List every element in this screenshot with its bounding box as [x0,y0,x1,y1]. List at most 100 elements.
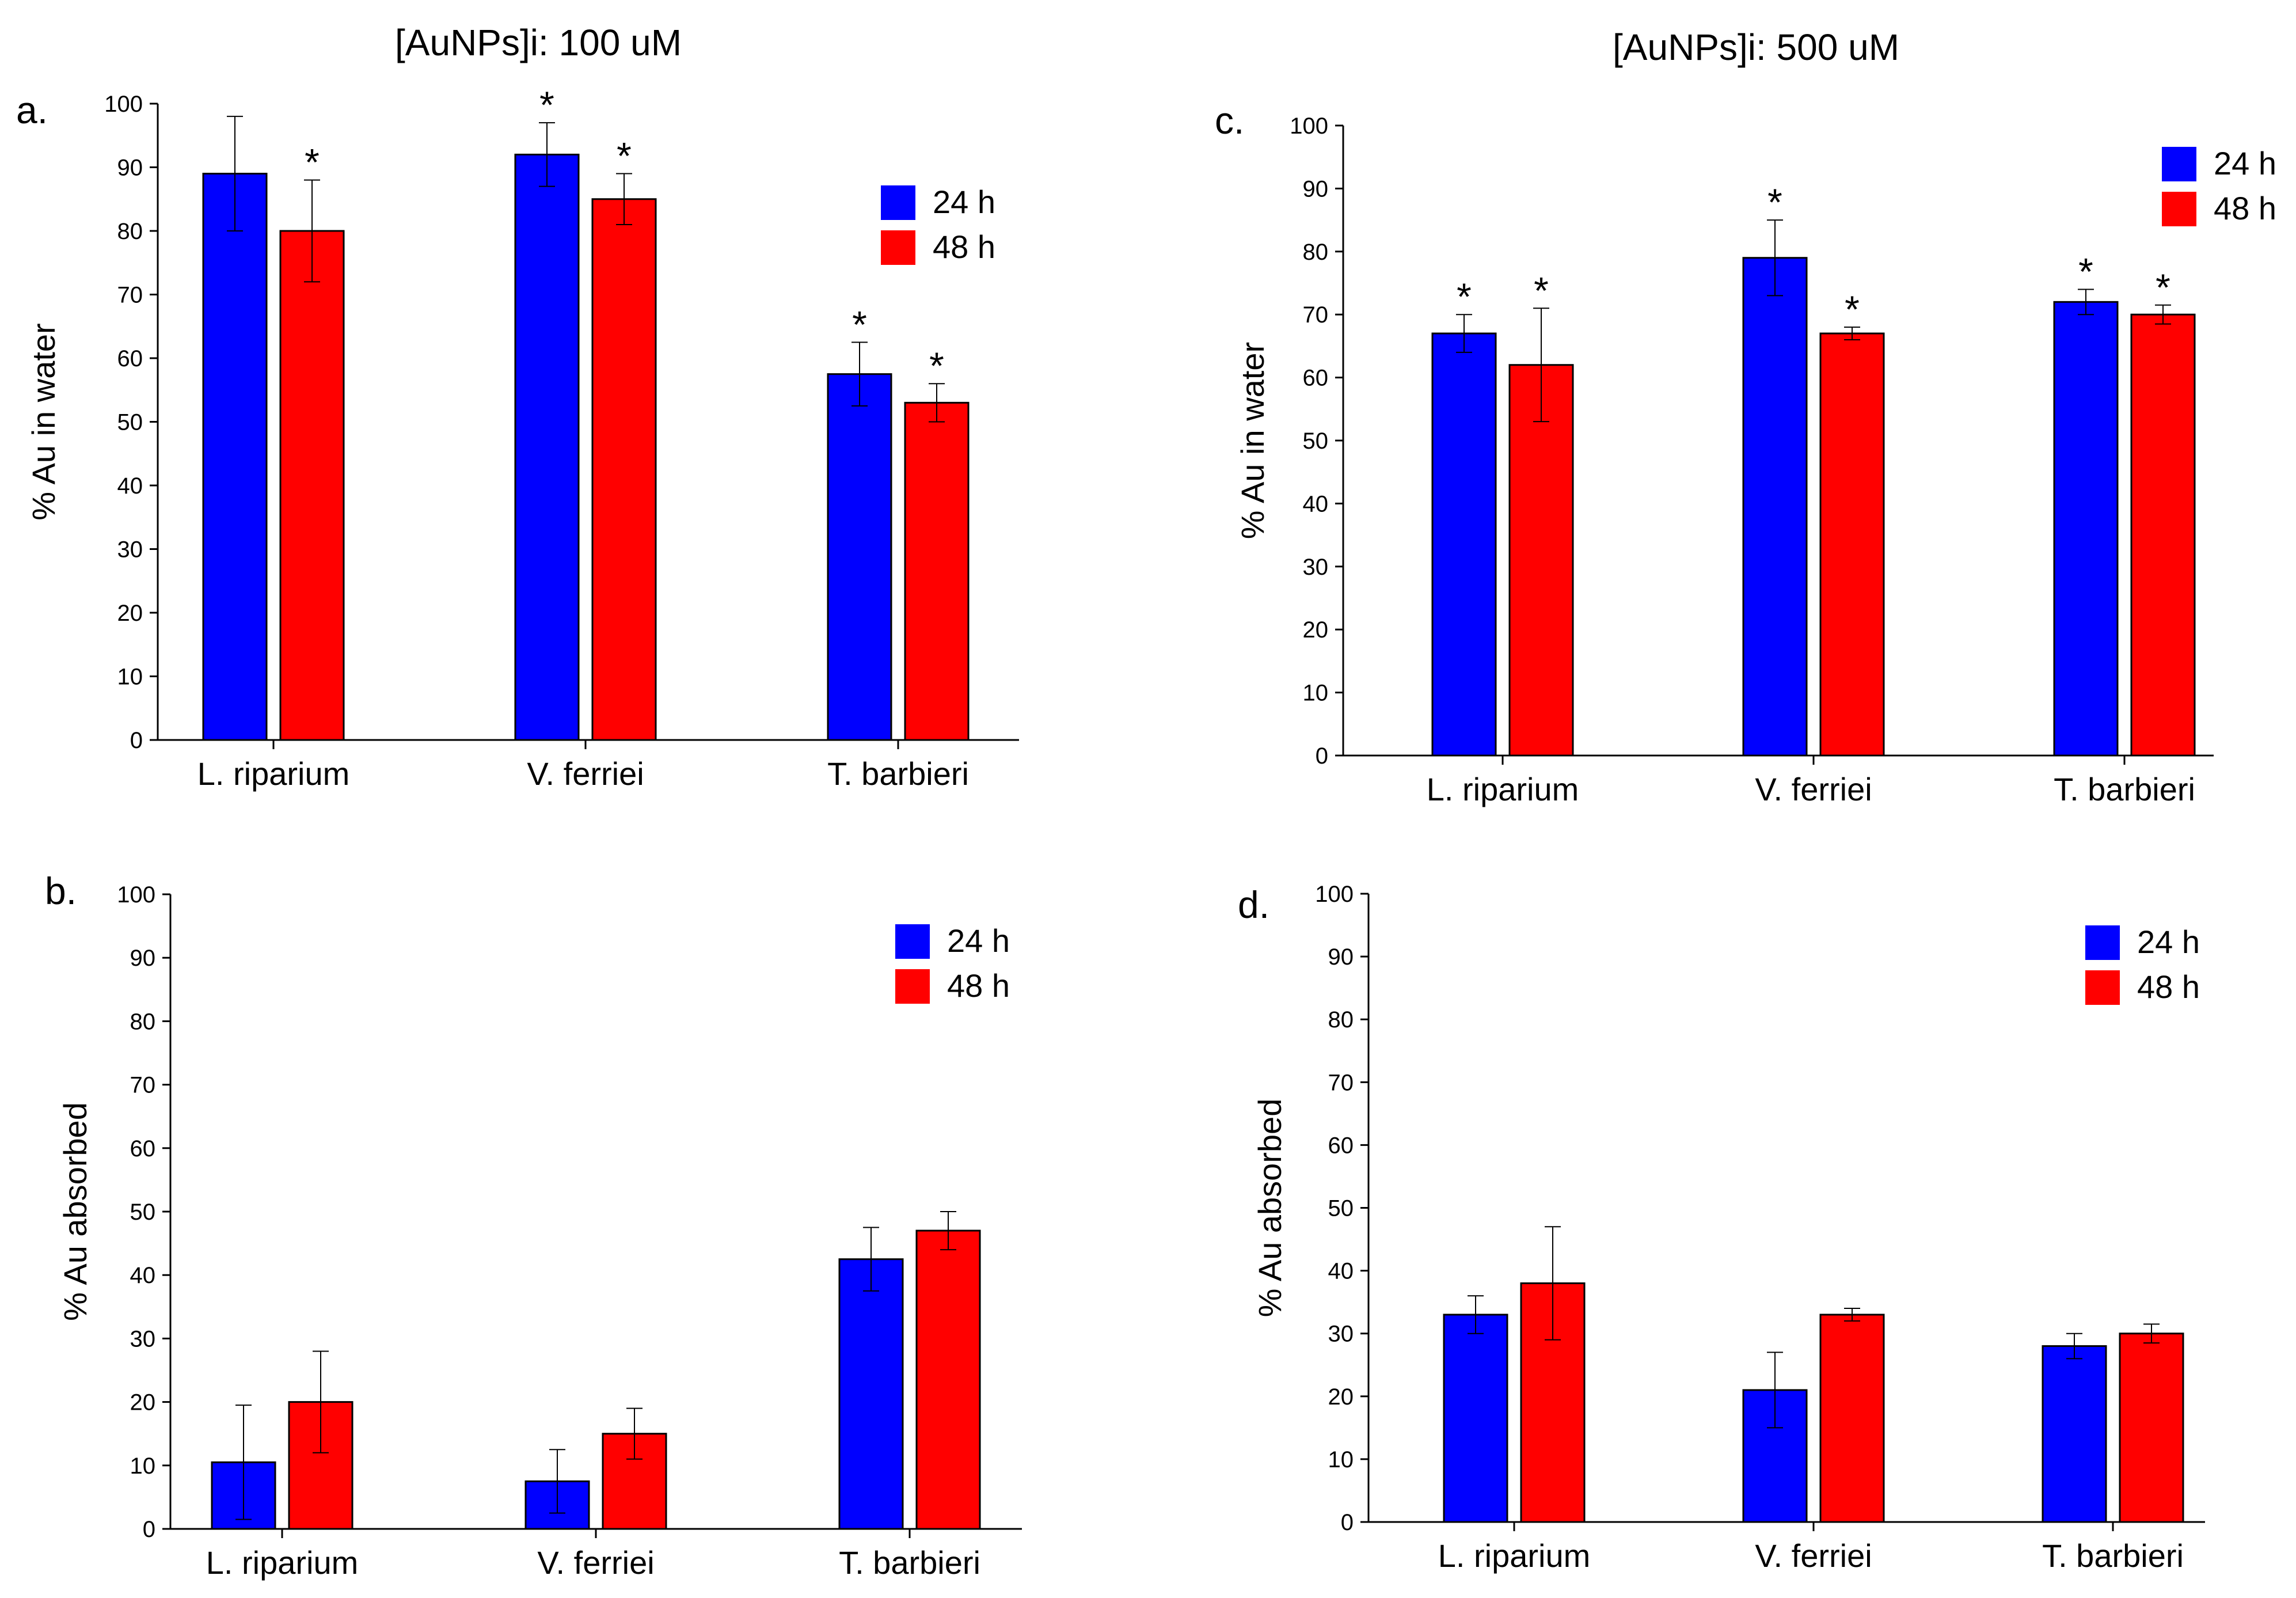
significance-star: * [1457,275,1472,318]
y-tick-label: 20 [130,1390,156,1415]
bar-24h [1742,257,1808,757]
y-tick-label: 90 [1303,176,1329,202]
y-tick-label: 10 [117,665,143,690]
x-category-label: T. barbieri [839,1544,980,1581]
y-tick-label: 100 [1315,882,1354,907]
legend-label: 48 h [2137,969,2200,1005]
x-category-label: L. riparium [1438,1538,1591,1574]
panel-letter: c. [1215,99,1244,142]
y-tick-label: 40 [1328,1259,1354,1284]
bar-24h [514,153,580,741]
y-tick-label: 90 [1328,944,1354,970]
chart-panel-a: a. % Au in water 0 10 20 30 40 50 60 70 80 90 100 L. … [16,83,1019,792]
y-tick-label: 30 [1328,1322,1354,1347]
legend-swatch-24h [2162,147,2196,181]
y-tick-label: 80 [1303,240,1329,265]
legend-label: 24 h [947,923,1010,959]
legend-swatch-24h [2085,925,2120,960]
legend-swatch-48h [2162,192,2196,226]
y-tick-label: 60 [1303,366,1329,391]
chart-panel-c: c. % Au in water 0 10 20 30 40 50 60 70 80 90 100 L. … [1215,99,2276,807]
bar-48h [1819,332,1885,757]
y-tick-label: 40 [1303,491,1329,517]
legend-label: 48 h [947,967,1010,1004]
chart-panel-d: d. % Au absorbed 0 10 20 30 40 50 60 70 80 90 100 L. … [1238,882,2205,1574]
y-tick-label: 50 [1328,1196,1354,1221]
y-axis-label: % Au absorbed [57,1102,93,1321]
y-axis-label: % Au absorbed [1252,1099,1288,1318]
y-tick-label: 70 [117,283,143,308]
column-title-500uM: [AuNPs]i: 500 uM [1613,26,1899,68]
y-tick-label: 100 [1290,113,1328,139]
bar-48h [915,1229,981,1530]
bar-48h [2130,313,2196,757]
significance-star: * [539,83,554,126]
significance-star: * [2156,266,2170,309]
y-tick-label: 100 [104,92,143,117]
significance-star: * [1534,269,1549,312]
significance-star: * [852,303,867,346]
significance-star: * [929,344,944,387]
legend-swatch-48h [2085,970,2120,1005]
significance-star: * [2078,250,2093,293]
x-category-label: L. riparium [206,1544,359,1581]
y-tick-label: 40 [130,1263,156,1288]
chart-panel-b: b. % Au absorbed 0 10 20 30 40 50 60 70 80 90 100 L. … [45,870,1022,1581]
y-tick-label: 30 [117,537,143,563]
bar-48h [2119,1333,2184,1523]
x-category-label: V. ferriei [527,756,644,792]
y-axis-label: % Au in water [25,323,62,520]
y-tick-label: 80 [1328,1007,1354,1033]
x-category-label: T. barbieri [2042,1538,2184,1574]
y-tick-label: 20 [1328,1384,1354,1410]
bar-48h [591,198,657,741]
y-tick-label: 0 [130,728,143,753]
y-tick-label: 40 [117,473,143,499]
legend-label: 24 h [2137,924,2200,960]
y-tick-label: 70 [130,1073,156,1098]
bar-48h [1508,364,1574,757]
panel-letter: b. [45,870,77,912]
bar-24h [2042,1345,2107,1523]
y-axis-label: % Au in water [1234,342,1271,539]
y-tick-label: 50 [130,1200,156,1225]
panel-letter: d. [1238,883,1269,926]
legend-label: 48 h [933,229,995,265]
x-category-label: V. ferriei [1755,771,1872,807]
legend-label: 48 h [2214,190,2276,226]
bar-24h [838,1258,904,1530]
legend-label: 24 h [2214,145,2276,181]
legend-swatch-48h [895,969,930,1004]
significance-star: * [1767,181,1782,223]
bar-48h [1819,1314,1885,1523]
legend-swatch-24h [881,185,915,220]
y-tick-label: 60 [117,346,143,371]
y-tick-label: 50 [117,410,143,435]
significance-star: * [1845,288,1860,331]
y-tick-label: 10 [1303,681,1329,706]
panels: a.% Au in water0102030405060708090100L. … [16,83,2276,1581]
legend-label: 24 h [933,184,995,220]
x-category-label: L. riparium [197,756,350,792]
y-tick-label: 20 [1303,617,1329,643]
y-tick-label: 90 [117,155,143,181]
y-tick-label: 30 [130,1326,156,1352]
y-tick-label: 20 [117,601,143,626]
legend-swatch-48h [881,230,915,265]
x-category-label: V. ferriei [1755,1538,1872,1574]
panel-letter: a. [16,89,48,131]
x-category-label: L. riparium [1427,771,1579,807]
bar-24h [827,373,892,741]
y-tick-label: 80 [117,219,143,244]
bar-48h [904,401,970,741]
significance-star: * [305,141,320,184]
column-title-100uM: [AuNPs]i: 100 uM [395,22,682,63]
y-tick-label: 10 [1328,1447,1354,1472]
y-tick-label: 100 [117,882,155,908]
y-tick-label: 60 [1328,1133,1354,1158]
y-tick-label: 0 [1341,1510,1354,1535]
y-tick-label: 30 [1303,555,1329,580]
y-tick-label: 90 [130,946,156,971]
x-category-label: T. barbieri [827,756,969,792]
